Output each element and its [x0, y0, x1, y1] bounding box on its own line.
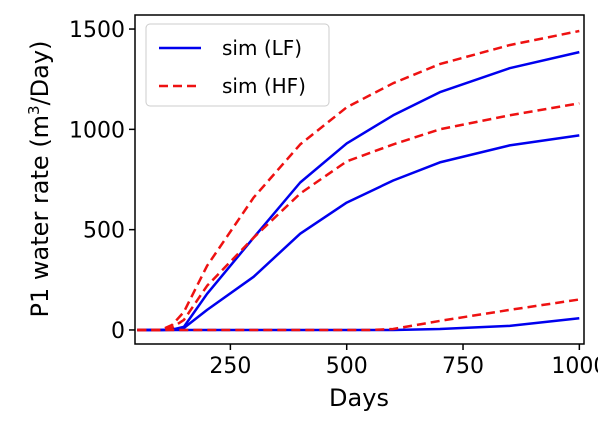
y-tick-label: 0 — [111, 319, 125, 344]
plot-frame — [134, 14, 585, 345]
y-tick-label: 500 — [83, 219, 125, 244]
y-axis-label-main: P1 water rate (m — [26, 115, 54, 318]
series-line-hf-2 — [137, 102, 580, 332]
x-tick-label: 250 — [209, 354, 251, 379]
legend-label-lf: sim (LF) — [222, 36, 302, 60]
y-axis-label: P1 water rate (m3/Day) — [25, 41, 54, 318]
y-axis-label-end: /Day) — [26, 41, 54, 106]
series-lines — [137, 29, 580, 332]
axis-ticks: 250 500 750 1000 0 500 1000 1500 — [69, 18, 598, 379]
x-tick-label: 1000 — [551, 354, 598, 379]
series-line-lf-3 — [137, 317, 580, 332]
x-axis-label: Days — [329, 384, 389, 412]
x-tick-label: 750 — [442, 354, 484, 379]
legend: sim (LF) sim (HF) — [145, 23, 330, 107]
series-line-hf-1 — [137, 29, 580, 332]
series-line-hf-3 — [137, 298, 580, 332]
y-axis-label-superscript: 3 — [25, 105, 43, 115]
y-tick-label: 1000 — [69, 118, 125, 143]
x-tick-label: 500 — [326, 354, 368, 379]
y-tick-label: 1500 — [69, 18, 125, 43]
legend-label-hf: sim (HF) — [222, 74, 306, 98]
